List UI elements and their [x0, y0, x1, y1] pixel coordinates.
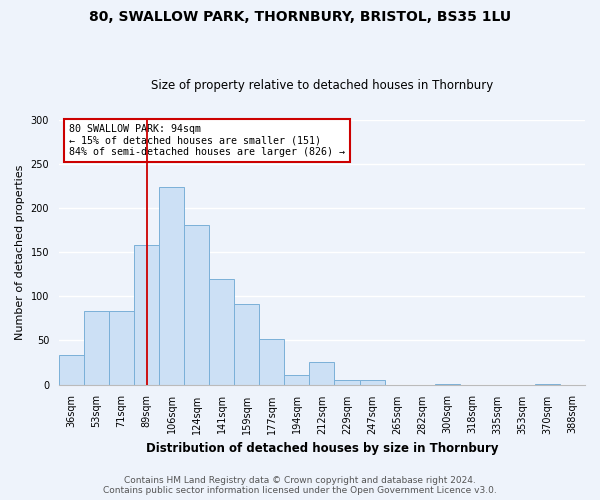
Bar: [209, 278, 234, 384]
Y-axis label: Number of detached properties: Number of detached properties: [15, 164, 25, 340]
Bar: [59, 354, 84, 384]
Bar: [84, 311, 109, 384]
Bar: [109, 311, 134, 384]
Bar: [359, 380, 385, 384]
Bar: [259, 338, 284, 384]
Bar: [234, 304, 259, 384]
Bar: [310, 362, 334, 384]
Text: 80 SWALLOW PARK: 94sqm
← 15% of detached houses are smaller (151)
84% of semi-de: 80 SWALLOW PARK: 94sqm ← 15% of detached…: [70, 124, 346, 156]
Text: 80, SWALLOW PARK, THORNBURY, BRISTOL, BS35 1LU: 80, SWALLOW PARK, THORNBURY, BRISTOL, BS…: [89, 10, 511, 24]
Bar: [184, 224, 209, 384]
Bar: [134, 245, 159, 384]
Bar: [334, 380, 359, 384]
Text: Contains HM Land Registry data © Crown copyright and database right 2024.
Contai: Contains HM Land Registry data © Crown c…: [103, 476, 497, 495]
Bar: [159, 186, 184, 384]
Title: Size of property relative to detached houses in Thornbury: Size of property relative to detached ho…: [151, 79, 493, 92]
Bar: [284, 375, 310, 384]
X-axis label: Distribution of detached houses by size in Thornbury: Distribution of detached houses by size …: [146, 442, 498, 455]
